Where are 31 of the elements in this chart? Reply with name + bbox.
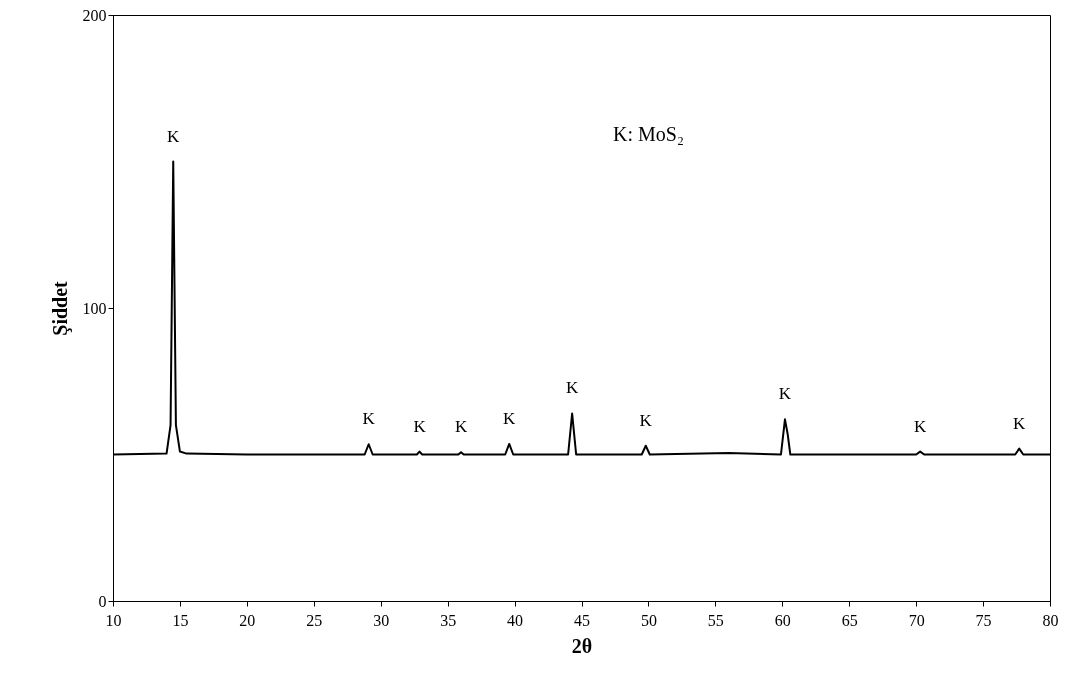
x-tick-label: 45 xyxy=(574,611,590,629)
x-tick-label: 60 xyxy=(774,611,791,629)
y-axis-title: Şiddet xyxy=(48,280,72,336)
annotation: K xyxy=(914,416,928,436)
annotation: K xyxy=(362,409,376,429)
x-tick-label: 15 xyxy=(172,611,189,629)
x-tick-label: 70 xyxy=(908,611,925,629)
annotation: K xyxy=(167,126,181,146)
x-axis-title: 2θ xyxy=(571,634,593,657)
y-tick-label: 100 xyxy=(82,299,107,317)
x-tick-label: 40 xyxy=(507,611,524,629)
annotation: K xyxy=(778,384,792,404)
annotation: K: MoS₂ xyxy=(613,123,684,145)
x-tick-label: 80 xyxy=(1042,611,1059,629)
annotation: K xyxy=(1013,413,1027,433)
y-tick-label: 200 xyxy=(82,6,107,24)
x-tick-label: 50 xyxy=(640,611,657,629)
x-tick-label: 55 xyxy=(707,611,724,629)
annotation: K xyxy=(565,378,579,398)
x-tick-label: 75 xyxy=(975,611,992,629)
annotation: K xyxy=(503,408,517,428)
x-tick-label: 30 xyxy=(373,611,390,629)
x-tick-label: 65 xyxy=(841,611,858,629)
y-tick-label: 0 xyxy=(98,592,107,610)
annotation: K xyxy=(639,410,653,430)
annotation: K xyxy=(454,417,468,437)
x-tick-label: 20 xyxy=(239,611,256,629)
x-tick-label: 25 xyxy=(306,611,323,629)
annotation: K xyxy=(413,416,427,436)
x-tick-label: 10 xyxy=(105,611,122,629)
x-tick-label: 35 xyxy=(440,611,457,629)
